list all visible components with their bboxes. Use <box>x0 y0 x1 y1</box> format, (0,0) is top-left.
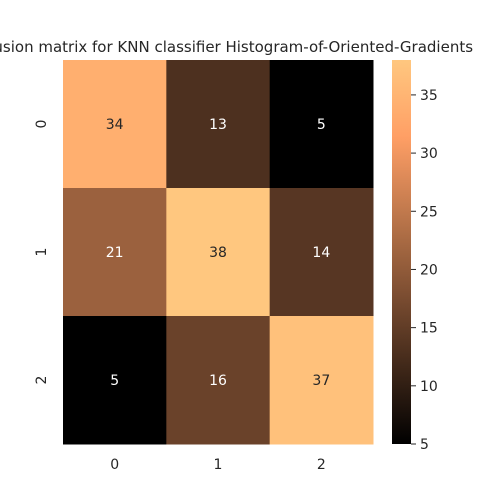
heatmap-cell <box>63 60 167 189</box>
colorbar-tick-label: 30 <box>420 146 438 162</box>
colorbar-tick-label: 20 <box>420 262 438 278</box>
chart-title: Confusion matrix for KNN classifier Hist… <box>0 38 473 56</box>
cell-value-label: 16 <box>209 373 227 389</box>
heatmap-cell <box>166 316 271 445</box>
cell-value-label: 38 <box>209 245 227 261</box>
heatmap-cell <box>63 316 167 445</box>
heatmap-cell <box>166 60 271 189</box>
heatmap-cell <box>269 60 374 189</box>
colorbar <box>392 60 411 444</box>
colorbar-tick-label: 15 <box>420 321 438 337</box>
x-axis: 0 1 2 <box>110 457 326 473</box>
cell-value-label: 13 <box>209 117 227 133</box>
cell-value-label: 34 <box>106 117 124 133</box>
heatmap-cell <box>63 188 167 317</box>
y-tick-label: 0 <box>34 120 50 129</box>
x-tick-label: 0 <box>110 457 119 473</box>
colorbar-tick-label: 25 <box>420 204 438 220</box>
cell-value-label: 14 <box>312 245 330 261</box>
x-tick-label: 2 <box>317 457 326 473</box>
cell-value-label: 5 <box>317 117 326 133</box>
colorbar-tick-label: 35 <box>420 88 438 104</box>
cell-value-label: 37 <box>312 373 330 389</box>
y-tick-label: 2 <box>34 376 50 385</box>
y-tick-label: 1 <box>34 248 50 257</box>
heatmap-cells: 34 13 5 21 38 14 5 16 37 <box>63 60 374 445</box>
x-tick-label: 1 <box>214 457 223 473</box>
colorbar-tick-label: 10 <box>420 379 438 395</box>
heatmap-cell <box>269 188 374 317</box>
y-axis: 0 1 2 <box>34 120 50 385</box>
heatmap-cell <box>269 316 374 445</box>
colorbar-tick-label: 5 <box>420 437 429 453</box>
colorbar-axis: 5 10 15 20 25 30 35 <box>411 88 438 453</box>
cell-value-label: 5 <box>110 373 119 389</box>
heatmap-cell <box>166 188 271 317</box>
cell-value-label: 21 <box>106 245 124 261</box>
